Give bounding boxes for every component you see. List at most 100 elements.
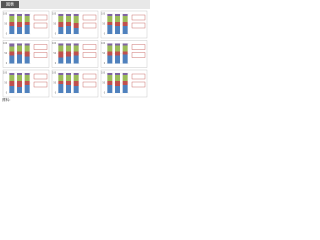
bar-segment bbox=[24, 85, 30, 93]
y-tick-label: 0 bbox=[55, 92, 57, 95]
bar-segment bbox=[66, 85, 71, 93]
bar-segment bbox=[107, 14, 113, 16]
bar-segment bbox=[17, 87, 22, 93]
bar-segment bbox=[115, 45, 120, 52]
bar-segment bbox=[66, 56, 71, 64]
bar-segment bbox=[107, 43, 113, 46]
y-tick-label: 100 bbox=[3, 72, 8, 75]
bar-segment bbox=[58, 16, 64, 22]
bar-segment bbox=[66, 45, 71, 52]
callout-box bbox=[82, 44, 97, 50]
bar-segment bbox=[17, 45, 22, 52]
bar-segment bbox=[24, 75, 30, 81]
bar-segment bbox=[24, 16, 30, 22]
y-tick-label: 50 bbox=[4, 23, 7, 26]
bar-segment bbox=[9, 46, 15, 52]
bar-segment bbox=[107, 75, 113, 81]
bar-segment bbox=[73, 43, 79, 46]
bar-segment bbox=[73, 23, 79, 28]
callout-box bbox=[33, 44, 48, 50]
figure: 図表 資料： 0 50 100 0 50 100 0 50 100 0 50 100 0 50 100 0 50… bbox=[0, 0, 150, 102]
bar-segment bbox=[66, 81, 71, 85]
y-tick-label: 0 bbox=[6, 92, 8, 95]
bar-segment bbox=[24, 25, 30, 34]
bar-segment bbox=[66, 16, 71, 22]
bar-segment bbox=[24, 56, 30, 64]
bar-segment bbox=[107, 22, 113, 25]
bar-segment bbox=[122, 14, 128, 16]
callout-box bbox=[82, 52, 97, 58]
bar-segment bbox=[115, 16, 120, 22]
bar-segment bbox=[115, 73, 120, 75]
bar-segment bbox=[115, 55, 120, 64]
bar-segment bbox=[73, 81, 79, 86]
callout-box bbox=[131, 81, 146, 88]
bar-segment bbox=[9, 16, 15, 22]
bar-segment bbox=[107, 85, 113, 93]
bar-segment bbox=[107, 25, 113, 34]
bar-segment bbox=[24, 73, 30, 75]
bar-segment bbox=[107, 55, 113, 64]
bar-segment bbox=[115, 22, 120, 26]
y-tick-label: 0 bbox=[6, 33, 8, 36]
bar-segment bbox=[73, 86, 79, 93]
callout-box bbox=[33, 22, 48, 29]
bar-segment bbox=[17, 54, 22, 64]
y-tick-label: 0 bbox=[104, 92, 106, 95]
bar-segment bbox=[73, 75, 79, 81]
bar-segment bbox=[122, 75, 128, 81]
callout-box bbox=[82, 81, 97, 88]
bar-segment bbox=[122, 85, 128, 93]
header-label: 図表 bbox=[6, 1, 14, 7]
y-tick-label: 50 bbox=[53, 52, 56, 55]
callout-box bbox=[33, 14, 48, 21]
bar-segment bbox=[107, 45, 113, 52]
header-bar bbox=[0, 0, 150, 9]
bar-segment bbox=[66, 73, 71, 75]
y-tick-label: 100 bbox=[52, 13, 57, 16]
y-tick-label: 100 bbox=[52, 42, 57, 45]
bar-segment bbox=[73, 51, 79, 56]
y-tick-label: 50 bbox=[4, 82, 7, 85]
bar-segment bbox=[66, 51, 71, 57]
bar-segment bbox=[9, 81, 15, 86]
bar-segment bbox=[122, 73, 128, 75]
bar-segment bbox=[115, 43, 120, 46]
bar-segment bbox=[58, 27, 64, 34]
bar-segment bbox=[115, 75, 120, 81]
bar-segment bbox=[58, 45, 64, 52]
bar-segment bbox=[122, 43, 128, 46]
callout-box bbox=[131, 73, 146, 80]
bar-segment bbox=[73, 28, 79, 34]
bar-segment bbox=[24, 81, 30, 85]
y-tick-label: 50 bbox=[102, 82, 105, 85]
bar-segment bbox=[122, 16, 128, 22]
bar-segment bbox=[17, 75, 22, 81]
callout-box bbox=[33, 52, 48, 58]
bar-segment bbox=[17, 22, 22, 27]
callout-box bbox=[131, 52, 146, 58]
footer-note: 資料： bbox=[2, 97, 13, 102]
bar-segment bbox=[66, 14, 71, 16]
callout-box bbox=[131, 14, 146, 21]
bar-segment bbox=[9, 55, 15, 64]
bar-segment bbox=[58, 84, 64, 93]
bar-segment bbox=[9, 22, 15, 26]
bar-segment bbox=[66, 22, 71, 26]
bar-segment bbox=[9, 73, 15, 75]
bar-segment bbox=[115, 26, 120, 34]
y-tick-label: 100 bbox=[101, 42, 106, 45]
y-tick-label: 100 bbox=[3, 13, 8, 16]
bar-segment bbox=[73, 14, 79, 16]
bar-segment bbox=[9, 14, 15, 16]
y-tick-label: 50 bbox=[102, 52, 105, 55]
bar-segment bbox=[17, 16, 22, 22]
bar-segment bbox=[122, 81, 128, 85]
y-tick-label: 0 bbox=[104, 62, 106, 65]
bar-segment bbox=[66, 75, 71, 81]
callout-box bbox=[82, 73, 97, 80]
callout-box bbox=[131, 22, 146, 29]
bar-segment bbox=[122, 54, 128, 64]
bar-segment bbox=[17, 27, 22, 34]
bar-segment bbox=[107, 51, 113, 56]
